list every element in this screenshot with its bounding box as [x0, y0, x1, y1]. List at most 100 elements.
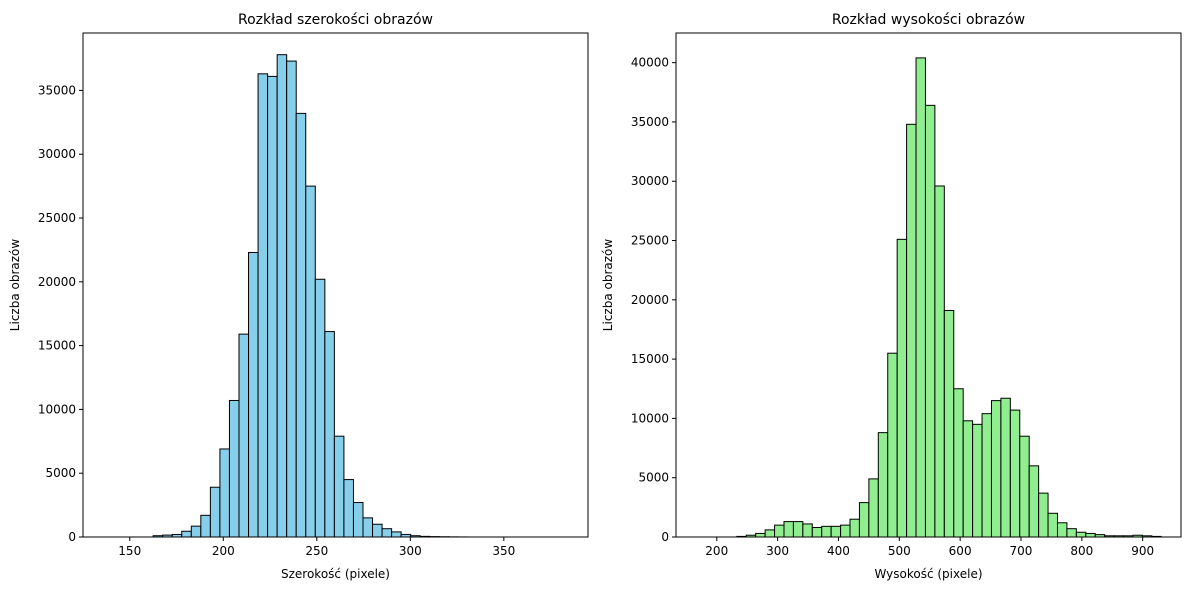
histogram-bar	[915, 57, 926, 538]
histogram-bar	[391, 531, 402, 538]
y-tick-label: 20000	[38, 275, 76, 289]
histogram-bar	[1075, 531, 1087, 538]
x-tick-label: 800	[1070, 544, 1093, 558]
y-tick-label: 0	[661, 530, 669, 544]
x-tick-label: 250	[305, 544, 328, 558]
histogram-bar	[228, 399, 240, 538]
histogram-bar	[774, 524, 785, 538]
x-tick-label: 500	[888, 544, 911, 558]
histogram-bar	[305, 185, 316, 538]
height-histogram: Rozkład wysokości obrazów 200 300 400 500 60…	[601, 12, 1182, 581]
histogram-bar	[1047, 512, 1058, 538]
histogram-bar	[209, 486, 221, 538]
y-tick-label: 30000	[38, 147, 76, 161]
bars-group	[152, 54, 469, 538]
histogram-bar	[1056, 522, 1068, 538]
histogram-bar	[1019, 435, 1030, 538]
chart-title: Rozkład wysokości obrazów	[832, 12, 1025, 28]
histogram-bar	[324, 331, 335, 538]
histogram-bar	[190, 525, 202, 538]
x-tick-label: 350	[492, 544, 515, 558]
histogram-bar	[200, 514, 211, 538]
x-tick-label: 150	[118, 544, 141, 558]
y-tick-label: 10000	[38, 402, 76, 416]
y-tick-label: 30000	[631, 174, 669, 188]
histogram-bar	[877, 432, 889, 538]
y-ticks: 0 5000 10000 15000 20000 25000 30000 35000 40000	[631, 56, 676, 544]
histogram-bar	[858, 502, 870, 538]
histogram-bar	[764, 529, 776, 538]
histogram-bar	[362, 517, 374, 538]
histogram-bar	[1000, 397, 1011, 538]
histogram-bar	[840, 524, 851, 538]
bars-group	[736, 57, 1162, 538]
histogram-bar	[352, 502, 364, 538]
y-axis-label: Liczba obrazów	[8, 239, 22, 332]
histogram-bar	[906, 123, 917, 538]
chart-title: Rozkład szerokości obrazów	[238, 12, 433, 28]
histogram-bar	[981, 413, 992, 538]
histogram-bar	[887, 352, 898, 538]
histogram-bar	[811, 527, 823, 538]
y-tick-label: 5000	[45, 466, 76, 480]
histogram-bar	[381, 528, 393, 538]
y-tick-label: 5000	[638, 471, 669, 485]
histogram-bar	[934, 185, 945, 538]
histogram-bar	[962, 420, 974, 538]
histogram-bar	[990, 400, 1002, 538]
histogram-bar	[1009, 409, 1021, 538]
histogram-bar	[792, 521, 804, 538]
x-tick-label: 200	[705, 544, 728, 558]
histogram-bar	[1038, 492, 1049, 538]
histogram-bar	[343, 479, 354, 538]
x-tick-label: 400	[827, 544, 850, 558]
y-axis-label: Liczba obrazów	[601, 239, 615, 332]
x-axis-label: Wysokość (pixele)	[874, 567, 982, 581]
x-axis-label: Szerokość (pixele)	[281, 567, 390, 581]
histogram-bar	[276, 54, 288, 538]
histogram-bar	[238, 333, 250, 538]
y-tick-label: 15000	[631, 352, 669, 366]
histogram-bar	[286, 60, 297, 538]
y-tick-label: 10000	[631, 411, 669, 425]
x-tick-label: 900	[1131, 544, 1154, 558]
histogram-bar	[314, 278, 326, 538]
histogram-bar	[248, 251, 259, 538]
y-tick-label: 35000	[38, 83, 76, 97]
histogram-bar	[802, 523, 813, 538]
x-tick-label: 700	[1010, 544, 1033, 558]
y-tick-label: 15000	[38, 339, 76, 353]
histogram-bar	[1085, 532, 1096, 538]
y-tick-label: 0	[68, 530, 76, 544]
plot-frame	[675, 32, 1182, 538]
histogram-bar	[372, 523, 383, 538]
x-tick-label: 200	[212, 544, 235, 558]
histogram-bar	[333, 435, 345, 538]
y-tick-label: 20000	[631, 293, 669, 307]
histogram-bar	[953, 388, 964, 538]
histogram-bar	[868, 478, 879, 538]
width-histogram: Rozkład szerokości obrazów 150 200 250 300 3…	[8, 12, 589, 581]
x-tick-label: 600	[949, 544, 972, 558]
y-tick-label: 25000	[38, 211, 76, 225]
plot-frame	[82, 32, 589, 538]
histogram-bar	[849, 518, 860, 538]
histogram-bar	[924, 104, 936, 538]
x-ticks: 150 200 250 300 350	[118, 537, 515, 558]
x-tick-label: 300	[399, 544, 422, 558]
histogram-bar	[219, 448, 230, 538]
y-ticks: 0 5000 10000 15000 20000 25000 30000 35000	[38, 83, 83, 544]
histogram-bar	[943, 309, 955, 538]
histogram-bar	[783, 521, 794, 538]
x-tick-label: 300	[766, 544, 789, 558]
histogram-bar	[267, 75, 278, 538]
y-tick-label: 35000	[631, 115, 669, 129]
y-tick-label: 40000	[631, 56, 669, 70]
x-ticks: 200 300 400 500 600 700 800 900	[705, 537, 1154, 558]
histogram-bar	[896, 238, 908, 538]
histogram-bar	[181, 530, 192, 538]
y-tick-label: 25000	[631, 234, 669, 248]
histogram-bar	[755, 532, 766, 538]
histogram-bar	[257, 73, 269, 538]
